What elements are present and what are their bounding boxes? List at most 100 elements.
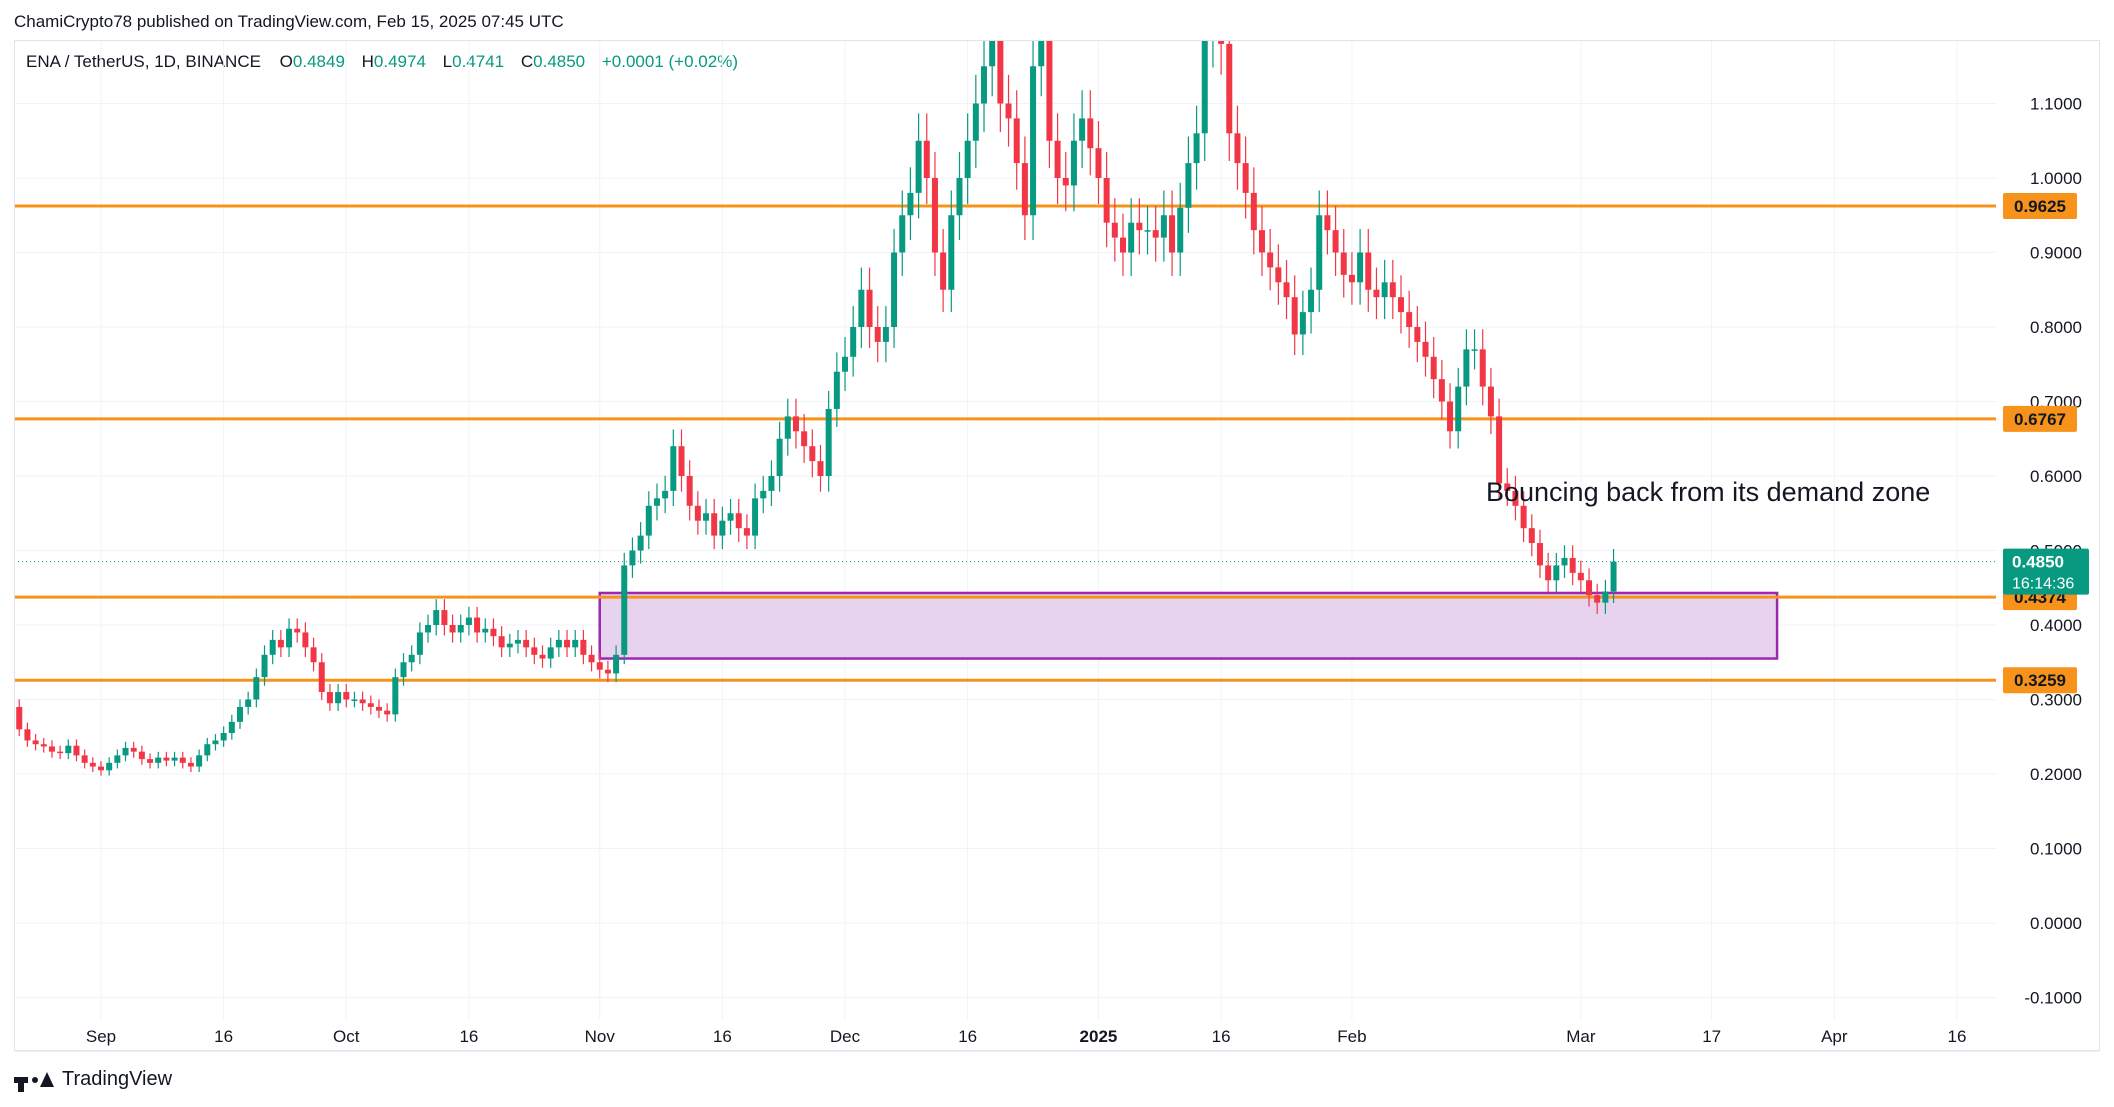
candle-up [776, 421, 783, 492]
candle-down [441, 599, 448, 636]
tradingview-logo[interactable]: TradingView [14, 1068, 173, 1092]
candle-down [735, 498, 742, 542]
candle-up [1316, 190, 1323, 312]
candle-up [719, 506, 726, 550]
candle-up [196, 749, 203, 773]
candle-down [1218, 40, 1225, 75]
candle-up [981, 40, 988, 133]
candle-down [1348, 252, 1355, 305]
candle-down [359, 691, 366, 711]
candle-down [1504, 468, 1511, 507]
candle-down [874, 306, 881, 363]
y-tick-label: 0.0000 [2030, 914, 2082, 933]
candle-down [686, 460, 693, 521]
candle-up [547, 637, 554, 668]
candle-down [1430, 336, 1437, 399]
candle-up [1610, 549, 1617, 604]
candle-up [416, 622, 423, 665]
candle-down [73, 739, 80, 762]
candle-down [531, 637, 538, 665]
candle-down [940, 229, 947, 312]
x-tick-label: Dec [830, 1027, 861, 1046]
candle-down [809, 429, 816, 478]
candle-down [1087, 90, 1094, 176]
candle-down [817, 444, 824, 492]
candle-up [760, 475, 767, 514]
publisher-credit: ChamiCrypto78 published on TradingView.c… [14, 12, 564, 31]
candle-down [1013, 90, 1020, 190]
candle-up [964, 113, 971, 205]
candle-up [465, 606, 472, 636]
candle-up [228, 714, 235, 740]
candle-up [204, 737, 211, 762]
candle-up [220, 726, 227, 747]
candle-up [1357, 229, 1364, 305]
symbol-name[interactable]: ENA / TetherUS, 1D, BINANCE [26, 52, 261, 71]
candle-down [40, 737, 47, 753]
low-value: 0.4741 [452, 52, 505, 71]
candle-down [490, 618, 497, 647]
candle-down [1021, 136, 1028, 241]
candle-up [621, 552, 628, 665]
candle-down [743, 514, 750, 550]
demand-zone-annotation[interactable]: Bouncing back from its demand zone [1486, 477, 1931, 507]
candle-down [866, 267, 873, 348]
candle-down [1120, 213, 1126, 276]
candle-down [1250, 167, 1257, 255]
demand-zone[interactable] [598, 591, 1779, 660]
low-label: L [442, 52, 453, 71]
candle-up [882, 306, 889, 363]
candle-up [670, 429, 677, 507]
y-tick-label: 1.1000 [2030, 95, 2082, 114]
candle-up [842, 336, 849, 391]
candle-up [253, 668, 260, 708]
candle-up [972, 74, 979, 169]
candle-up [727, 498, 734, 535]
candle-up [989, 40, 996, 97]
candle-down [1365, 229, 1372, 312]
candle-up [1602, 579, 1609, 614]
bar-countdown-label: 16:14:36 [2012, 576, 2074, 593]
tradingview-icon [14, 1072, 54, 1092]
candle-down [138, 745, 145, 765]
candle-down [604, 660, 611, 683]
candle-down [367, 695, 374, 715]
x-tick-label: Mar [1566, 1027, 1596, 1046]
candle-up [1561, 545, 1568, 578]
candle-up [1455, 367, 1462, 449]
candle-up [850, 306, 857, 377]
change-value: +0.0001 (+0.02%) [601, 52, 738, 71]
candle-down [1528, 514, 1535, 557]
candle-down [187, 757, 194, 773]
x-tick-label: 16 [713, 1027, 732, 1046]
candle-up [1070, 113, 1077, 212]
candle-down [596, 653, 603, 679]
candle-up [1079, 90, 1086, 169]
candle-down [1414, 306, 1421, 363]
brand-name: TradingView [62, 1068, 173, 1090]
candle-down [1226, 40, 1233, 161]
y-tick-label: 0.1000 [2030, 840, 2082, 859]
candle-down [32, 734, 39, 751]
candle-up [555, 629, 562, 657]
x-tick-label: 2025 [1080, 1027, 1118, 1046]
level-price-label: 0.9625 [2014, 197, 2066, 216]
candle-up [1463, 329, 1470, 406]
level-price-badge [2003, 192, 2077, 219]
level-price-label: 0.6767 [2014, 410, 2066, 429]
candle-up [637, 522, 644, 564]
candle-down [326, 683, 333, 711]
candle-down [24, 722, 31, 747]
y-tick-label: 0.6000 [2030, 467, 2082, 486]
candle-down [179, 751, 186, 769]
candle-down [1136, 198, 1143, 255]
candle-down [1389, 259, 1396, 320]
candle-up [269, 629, 276, 665]
candle-up [171, 751, 178, 767]
candle-up [425, 614, 432, 643]
open-value: 0.4849 [292, 52, 345, 71]
candle-down [48, 740, 55, 758]
x-tick-label: Sep [86, 1027, 116, 1046]
current-price-label: 0.4850 [2012, 553, 2064, 572]
